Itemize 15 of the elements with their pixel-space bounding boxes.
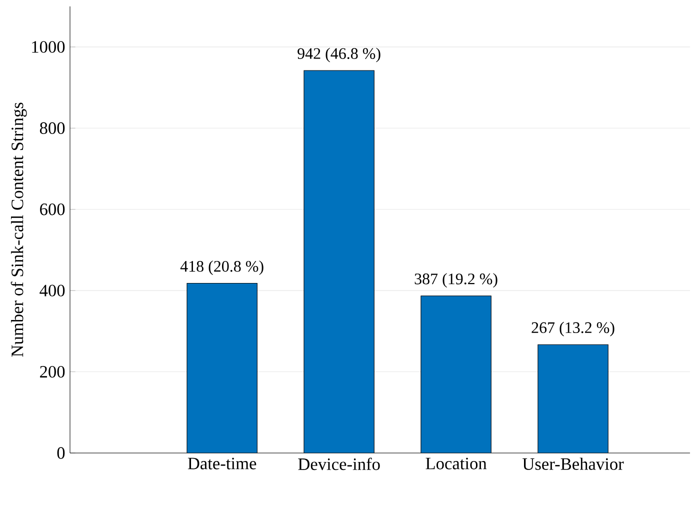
data-label: 942 (46.8 %) <box>298 48 380 62</box>
y-tick-label: 800 <box>40 122 65 134</box>
x-tick-label: User-Behavior <box>522 458 624 470</box>
y-tick-label: 1000 <box>32 41 65 53</box>
x-tick-label: Location <box>426 458 487 470</box>
x-tick-label: Device-info <box>298 458 380 470</box>
data-label: 418 (20.8 %) <box>180 260 264 275</box>
x-tick-label: Date-time <box>188 458 256 470</box>
y-tick-label: 200 <box>40 366 65 378</box>
data-label: 267 (13.2 %) <box>532 322 614 336</box>
data-label: 387 (19.2 %) <box>414 273 498 288</box>
y-tick-label: 0 <box>57 447 65 459</box>
y-axis-title: Number of Sink-call Content Strings <box>10 102 27 357</box>
y-tick-label: 400 <box>40 284 65 296</box>
y-tick-label: 600 <box>40 204 65 216</box>
